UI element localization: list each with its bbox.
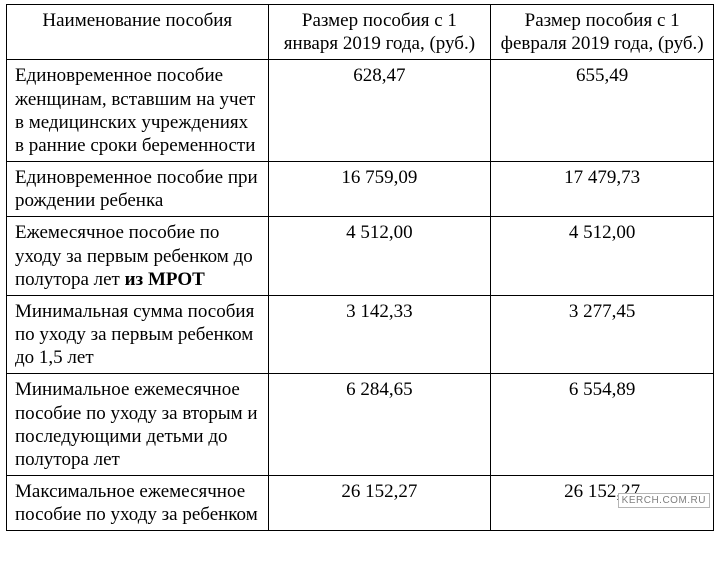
- benefits-table: Наименование пособия Размер пособия с 1 …: [6, 4, 714, 531]
- benefit-feb-value: 655,49: [491, 60, 714, 162]
- benefit-name: Ежемесячное пособие по уходу за первым р…: [7, 217, 269, 296]
- benefit-feb-value: 4 512,00: [491, 217, 714, 296]
- table-row: Минимальное ежемесячное пособие по уходу…: [7, 374, 714, 476]
- benefit-name-text: Минимальная сумма пособия по уходу за пе…: [15, 301, 254, 368]
- col-header-name: Наименование пособия: [7, 5, 269, 60]
- benefit-name-bold: из МРОТ: [125, 269, 205, 290]
- benefit-name-text: Минимальное ежемесячное пособие по уходу…: [15, 379, 258, 470]
- table-row: Максимальное ежемесячное пособие по уход…: [7, 476, 714, 531]
- benefit-name: Единовременное пособие при рождении ребе…: [7, 162, 269, 217]
- col-header-feb: Размер пособия с 1 февраля 2019 года, (р…: [491, 5, 714, 60]
- benefit-name: Минимальное ежемесячное пособие по уходу…: [7, 374, 269, 476]
- benefit-jan-value: 16 759,09: [268, 162, 491, 217]
- benefit-jan-value: 4 512,00: [268, 217, 491, 296]
- benefit-name: Единовременное пособие женщинам, вставши…: [7, 60, 269, 162]
- benefit-name: Минимальная сумма пособия по уходу за пе…: [7, 295, 269, 374]
- table-row: Единовременное пособие женщинам, вставши…: [7, 60, 714, 162]
- benefit-jan-value: 628,47: [268, 60, 491, 162]
- table-header-row: Наименование пособия Размер пособия с 1 …: [7, 5, 714, 60]
- benefit-name-text: Максимальное ежемесячное пособие по уход…: [15, 481, 258, 525]
- benefit-jan-value: 3 142,33: [268, 295, 491, 374]
- benefit-jan-value: 26 152,27: [268, 476, 491, 531]
- table-row: Минимальная сумма пособия по уходу за пе…: [7, 295, 714, 374]
- benefit-name-text: Единовременное пособие женщинам, вставши…: [15, 65, 255, 156]
- table-row: Единовременное пособие при рождении ребе…: [7, 162, 714, 217]
- benefit-feb-value: 3 277,45: [491, 295, 714, 374]
- table-row: Ежемесячное пособие по уходу за первым р…: [7, 217, 714, 296]
- source-watermark: KERCH.COM.RU: [618, 493, 710, 508]
- benefit-feb-value: 17 479,73: [491, 162, 714, 217]
- page-container: Наименование пособия Размер пособия с 1 …: [0, 0, 720, 574]
- benefit-jan-value: 6 284,65: [268, 374, 491, 476]
- col-header-jan: Размер пособия с 1 января 2019 года, (ру…: [268, 5, 491, 60]
- benefit-feb-value: 6 554,89: [491, 374, 714, 476]
- benefit-name-text: Единовременное пособие при рождении ребе…: [15, 167, 258, 211]
- benefit-name: Максимальное ежемесячное пособие по уход…: [7, 476, 269, 531]
